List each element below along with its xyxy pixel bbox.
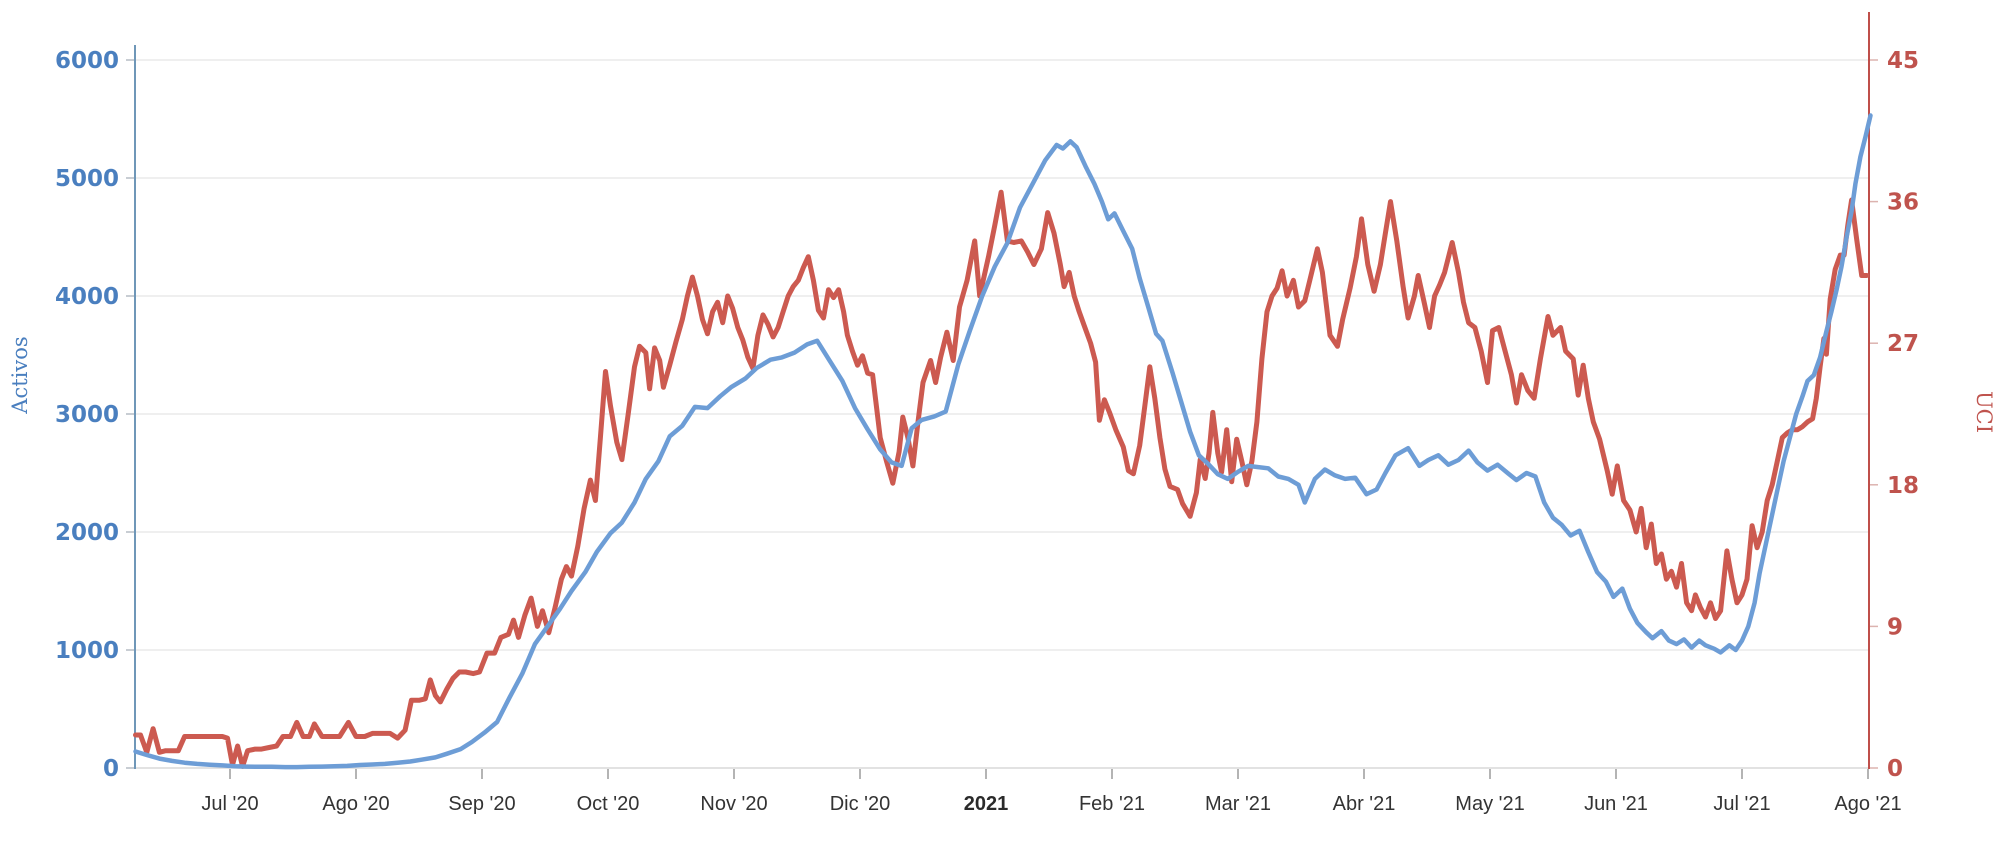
y-right-tick-label-27: 27 xyxy=(1887,331,1919,357)
left-axis-title: Activos xyxy=(8,336,32,414)
series-line-activos xyxy=(133,113,1873,770)
y-left-tick-label-2000: 2000 xyxy=(55,520,119,546)
x-tick-label-12: Jun '21 xyxy=(1584,793,1648,815)
x-tick-label-4: Oct '20 xyxy=(577,793,640,815)
x-tick-label-8: Feb '21 xyxy=(1079,793,1145,815)
y-left-tick-label-1000: 1000 xyxy=(55,638,119,664)
x-tick-label-2: Ago '20 xyxy=(322,793,389,815)
y-left-tick-label-4000: 4000 xyxy=(55,284,119,310)
y-right-tick-label-45: 45 xyxy=(1887,48,1919,74)
y-left-tick-label-3000: 3000 xyxy=(55,402,119,428)
axes-group xyxy=(126,12,1878,779)
y-left-tick-label-6000: 6000 xyxy=(55,48,119,74)
x-tick-label-3: Sep '20 xyxy=(448,793,515,815)
x-tick-label-1: Jul '20 xyxy=(201,793,258,815)
right-axis-title: UCI xyxy=(1972,391,1996,433)
y-right-tick-label-18: 18 xyxy=(1887,473,1919,499)
y-left-tick-label-0: 0 xyxy=(103,756,119,782)
x-tick-label-11: May '21 xyxy=(1455,793,1524,815)
x-tick-label-9: Mar '21 xyxy=(1205,793,1271,815)
x-tick-label-10: Abr '21 xyxy=(1333,793,1396,815)
tick-labels-group: 0 1000 2000 3000 4000 5000 6000 0 9 18 27 36 45 Jul '… xyxy=(55,48,1919,815)
y-right-tick-label-0: 0 xyxy=(1887,756,1903,782)
x-tick-label-6: Dic '20 xyxy=(830,793,891,815)
x-tick-label-5: Nov '20 xyxy=(700,793,767,815)
x-tick-label-14: Ago '21 xyxy=(1834,793,1901,815)
series-line-uci xyxy=(133,189,1870,769)
y-left-tick-label-5000: 5000 xyxy=(55,166,119,192)
x-tick-label-7: 2021 xyxy=(964,793,1009,815)
y-right-tick-label-9: 9 xyxy=(1887,614,1903,640)
y-right-tick-label-36: 36 xyxy=(1887,190,1919,216)
x-tick-label-13: Jul '21 xyxy=(1713,793,1770,815)
series-group xyxy=(133,113,1873,770)
gridlines-group xyxy=(135,59,1869,769)
